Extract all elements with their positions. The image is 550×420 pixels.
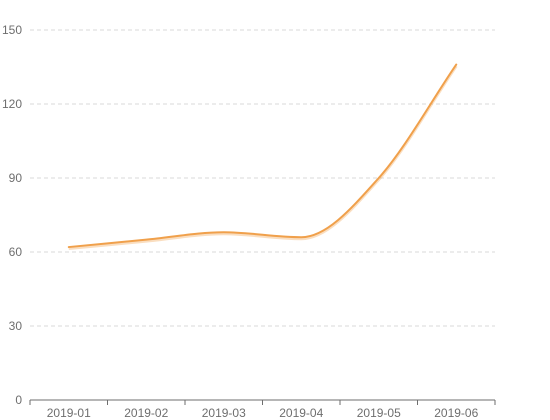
series: [67, 63, 458, 251]
x-tick-label: 2019-04: [279, 406, 323, 420]
y-tick-label: 90: [9, 171, 23, 185]
x-tick-label: 2019-03: [202, 406, 246, 420]
gridlines: [30, 29, 495, 327]
x-axis: [29, 399, 496, 405]
x-tick-label: 2019-01: [47, 406, 91, 420]
x-tick-label: 2019-02: [124, 406, 168, 420]
y-axis-tick-labels: 0 30 60 90 120 150: [2, 23, 22, 407]
y-tick-label: 150: [2, 23, 22, 37]
x-tick-label: 2019-06: [434, 406, 478, 420]
y-tick-label: 30: [9, 319, 23, 333]
x-axis-tick-labels: 2019-01 2019-02 2019-03 2019-04 2019-05 …: [47, 406, 479, 420]
y-tick-label: 0: [15, 393, 22, 407]
y-tick-label: 60: [9, 245, 23, 259]
series-line-shadow: [68, 65, 458, 251]
y-tick-label: 120: [2, 97, 22, 111]
series-line: [67, 63, 458, 249]
x-tick-label: 2019-05: [357, 406, 401, 420]
